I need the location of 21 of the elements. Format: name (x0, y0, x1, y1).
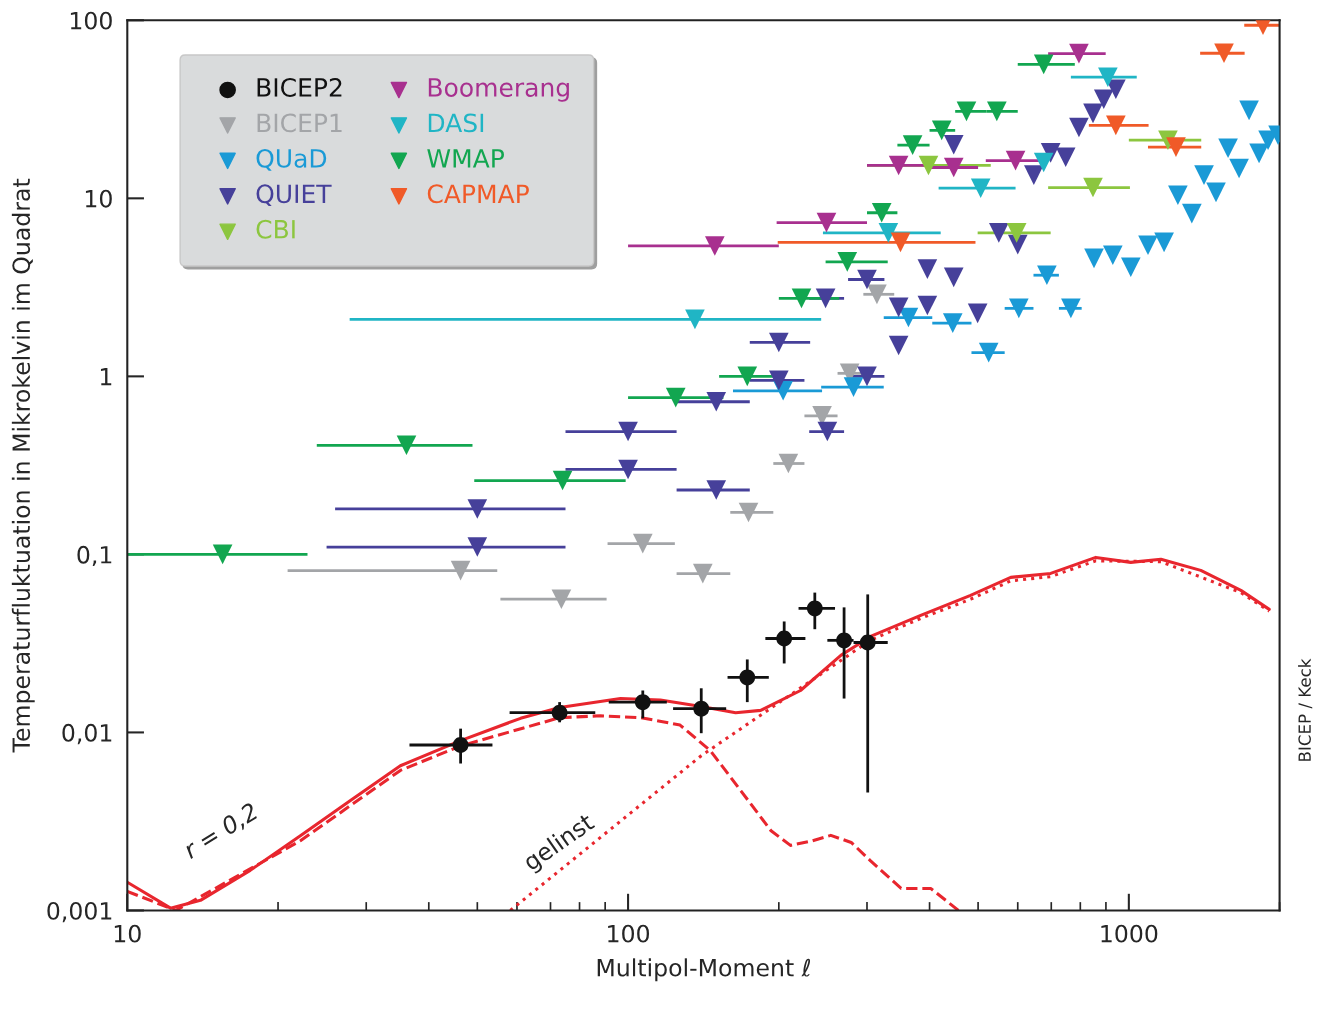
y-tick-label: 10 (85, 189, 112, 208)
y-tick-label: 1 (100, 368, 112, 386)
x-tick-label: 1000 (1101, 924, 1158, 943)
y-tick-label: 0,1 (77, 545, 112, 567)
legend-label: CAPMAP (427, 184, 529, 204)
legend-label: DASI (428, 113, 484, 133)
x-tick-label: 10 (114, 924, 141, 943)
legend-label: QUaD (256, 148, 327, 171)
y-tick-label: 100 (70, 11, 112, 30)
legend-label: Boomerang (428, 78, 569, 102)
y-tick-label: 0,01 (62, 723, 112, 745)
annotation: r = 0,2 (181, 801, 261, 862)
legend-label: BICEP2 (257, 78, 342, 97)
x-tick-label: 100 (608, 924, 650, 943)
legend-label: CBI (256, 219, 295, 239)
legend-label: QUIET (256, 184, 332, 207)
text: BICEP / Keck (1298, 658, 1313, 761)
legend-label: WMAP (427, 149, 504, 168)
y-tick-label: 0,001 (47, 901, 112, 923)
y-axis-title: Temperaturfluktuation in Mikrokelvin im Quadrat (11, 178, 35, 753)
x-axis-title: Multipol-Moment ℓ (597, 958, 811, 982)
